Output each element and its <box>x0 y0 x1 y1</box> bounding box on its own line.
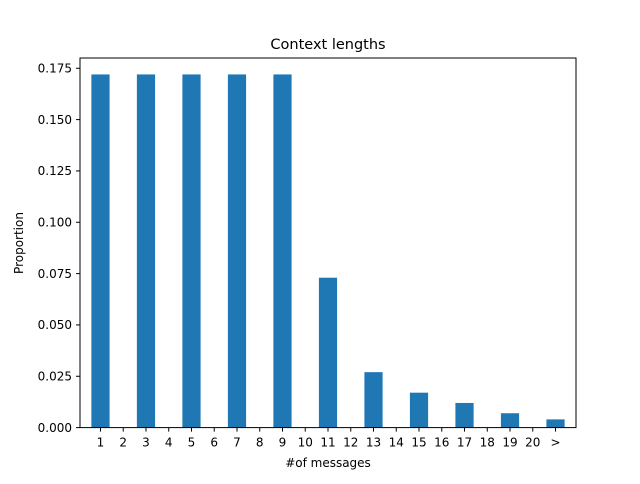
x-tick-label: 8 <box>256 436 264 450</box>
y-tick-label: 0.050 <box>38 318 72 332</box>
y-tick-label: 0.025 <box>38 370 72 384</box>
x-tick-label: 19 <box>502 436 517 450</box>
x-tick-label: 7 <box>233 436 241 450</box>
bar-17 <box>455 402 474 428</box>
x-tick-label: 9 <box>279 436 287 450</box>
x-tick-label: 3 <box>142 436 150 450</box>
y-tick-label: 0.000 <box>38 421 72 435</box>
bar-3 <box>136 74 156 428</box>
x-tick-label: 6 <box>210 436 218 450</box>
x-tick-label: 12 <box>343 436 358 450</box>
x-tick-label: 5 <box>188 436 196 450</box>
x-tick-label: 18 <box>480 436 495 450</box>
bar-> <box>546 419 565 428</box>
bar-13 <box>364 372 383 428</box>
bar-11 <box>318 277 338 428</box>
y-tick-label: 0.175 <box>38 62 72 76</box>
x-tick-label: 4 <box>165 436 173 450</box>
x-tick-label: 14 <box>389 436 404 450</box>
plot-frame <box>79 57 577 429</box>
x-tick-label: 11 <box>320 436 335 450</box>
bar-1 <box>91 74 110 428</box>
y-tick-label: 0.100 <box>38 216 72 230</box>
y-axis-ticks: 0.000 0.025 0.050 0.075 0.100 0.125 0.150 0.175 <box>38 62 80 435</box>
x-tick-label: 17 <box>457 436 472 450</box>
x-tick-label: 16 <box>434 436 449 450</box>
bar-15 <box>409 392 429 428</box>
x-tick-label: 1 <box>97 436 105 450</box>
x-tick-label: 20 <box>525 436 540 450</box>
x-tick-label: > <box>550 436 560 450</box>
x-axis-label: #of messages <box>285 456 371 470</box>
x-tick-label: 15 <box>411 436 426 450</box>
y-tick-label: 0.125 <box>38 164 72 178</box>
x-tick-label: 2 <box>119 436 127 450</box>
y-tick-label: 0.150 <box>38 113 72 127</box>
chart-title: Context lengths <box>270 37 385 53</box>
y-axis-label: Proportion <box>12 212 26 274</box>
bar-5 <box>182 74 201 428</box>
y-tick-label: 0.075 <box>38 267 72 281</box>
bars-group <box>91 74 565 428</box>
x-axis-ticks: 1 2 3 4 5 6 7 8 9 10 11 12 13 14 15 16 17 18 19 20 > <box>97 427 561 450</box>
x-tick-label: 10 <box>298 436 313 450</box>
bar-9 <box>273 74 292 428</box>
bar-19 <box>500 413 520 428</box>
x-tick-label: 13 <box>366 436 381 450</box>
bar-7 <box>227 74 247 428</box>
